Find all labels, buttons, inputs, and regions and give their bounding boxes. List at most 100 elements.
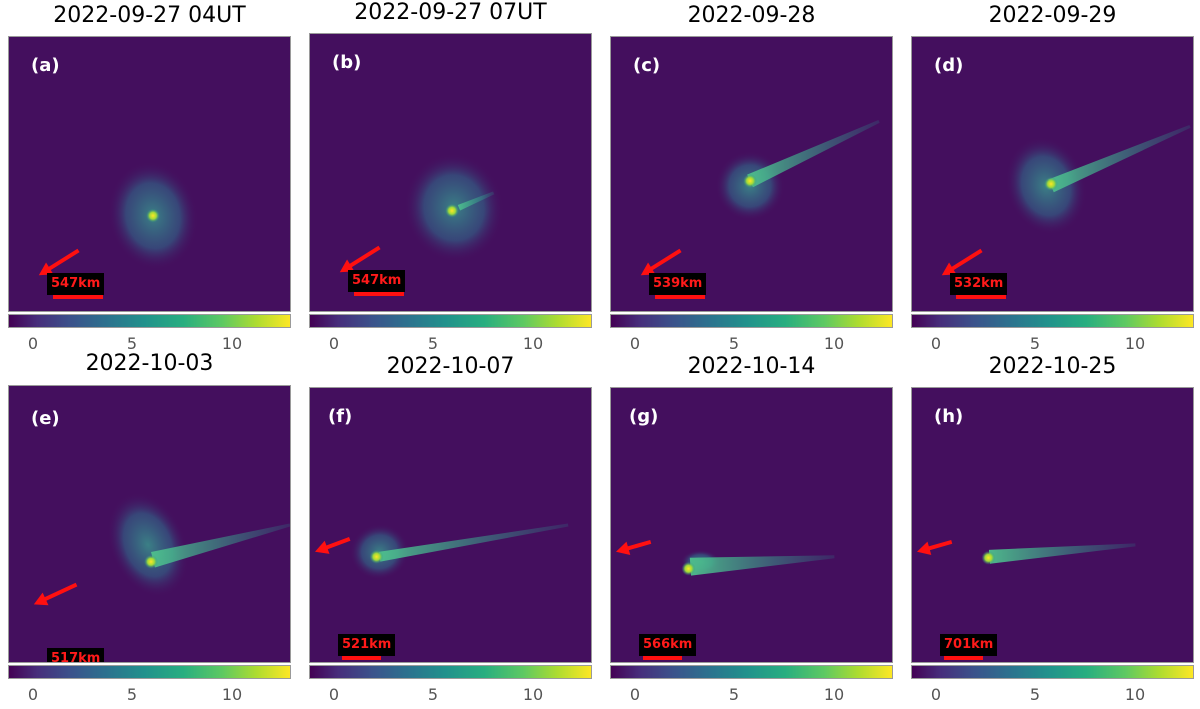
comet-tail — [1048, 124, 1191, 193]
direction-arrow-icon — [916, 539, 953, 555]
comet-tail — [689, 555, 835, 576]
scale-label: 521km — [338, 634, 396, 656]
colorbar-tick-label: 0 — [930, 334, 942, 353]
colorbar — [309, 665, 592, 679]
comet-tail — [378, 523, 569, 562]
scale-bar — [354, 292, 404, 296]
panel-date-title: 2022-10-25 — [988, 354, 1117, 379]
colorbar-tick-label: 5 — [728, 334, 740, 353]
comet-image: (d) 532km — [911, 36, 1194, 312]
colorbar-tick-label: 5 — [728, 685, 740, 704]
panel-letter-label: (f) — [328, 406, 353, 427]
comet-nucleus — [144, 554, 158, 569]
panel-date-title: 2022-10-07 — [386, 354, 515, 379]
colorbar-tick-label: 5 — [1029, 334, 1041, 353]
panel-letter-label: (b) — [332, 52, 362, 73]
direction-arrow-icon — [33, 582, 78, 606]
scale-label: 532km — [950, 273, 1008, 295]
colorbar-tick-label: 0 — [930, 685, 942, 704]
panel-date-title: 2022-09-27 04UT — [53, 3, 246, 28]
comet-nucleus — [369, 549, 384, 564]
comet-image-svg — [339, 153, 504, 273]
comet-nucleus — [981, 550, 996, 565]
comet-image: (g) 566km — [610, 387, 893, 663]
scale-bar — [342, 656, 381, 660]
panel-date-title: 2022-09-29 — [988, 3, 1117, 28]
colorbar-tick-label: 5 — [126, 685, 138, 704]
scale-label: 547km — [47, 273, 105, 295]
comet-image-svg — [615, 539, 835, 576]
panel-e: 2022-10-03 (e) 517km 0 5 10 — [8, 351, 291, 704]
comet-nucleus — [1044, 176, 1058, 191]
comet-image-svg — [314, 523, 569, 580]
scale-bar — [643, 656, 682, 660]
colorbar — [309, 314, 592, 328]
panel-b: 2022-09-27 07UT (b) 547km 0 5 10 — [309, 0, 592, 353]
colorbar-tick-label: 10 — [1124, 334, 1146, 353]
comet-image: (h) 701km — [911, 387, 1194, 663]
comet-image-svg — [33, 492, 290, 606]
scale-label: 539km — [649, 273, 707, 295]
comet-tail — [747, 120, 880, 188]
direction-arrow-icon — [941, 248, 983, 276]
colorbar-tick-label: 0 — [328, 685, 340, 704]
colorbar-tick-label: 10 — [221, 685, 243, 704]
colorbar-tick-label: 10 — [823, 685, 845, 704]
colorbar-tick-label: 10 — [1124, 685, 1146, 704]
comet-nucleus — [743, 174, 757, 188]
panel-d: 2022-09-29 (d) 532km 0 5 10 — [911, 0, 1194, 353]
colorbar — [8, 314, 291, 328]
panel-letter-label: (g) — [629, 406, 659, 427]
panel-date-title: 2022-09-27 07UT — [354, 0, 547, 25]
comet-nucleus — [445, 203, 459, 218]
comet-tail — [151, 523, 290, 568]
comet-image: (f) 521km — [309, 387, 592, 663]
panel-a: 2022-09-27 04UT (a) 547km 0 5 10 — [8, 0, 291, 353]
panel-g: 2022-10-14 (g) 566km 0 5 10 — [610, 351, 893, 704]
comet-image-svg — [916, 539, 1136, 565]
scale-bar — [956, 295, 1006, 299]
comet-image-svg — [941, 124, 1191, 276]
panel-h: 2022-10-25 (h) 701km 0 5 10 — [911, 351, 1194, 704]
panel-letter-label: (a) — [31, 55, 60, 76]
direction-arrow-icon — [615, 539, 652, 555]
colorbar-tick-label: 5 — [126, 334, 138, 353]
panel-letter-label: (d) — [934, 55, 964, 76]
direction-arrow-icon — [314, 537, 351, 554]
scale-label: 547km — [348, 270, 406, 292]
panel-letter-label: (c) — [633, 55, 661, 76]
scale-bar — [655, 295, 705, 299]
comet-image: (c) 539km — [610, 36, 893, 312]
panel-letter-label: (h) — [934, 406, 964, 427]
comet-image: (a) 547km — [8, 36, 291, 312]
colorbar — [610, 665, 893, 679]
colorbar-tick-label: 0 — [27, 685, 39, 704]
comet-nucleus — [681, 561, 696, 576]
comet-tail — [988, 543, 1136, 564]
comet-image-svg — [38, 161, 199, 276]
scale-label: 517km — [47, 648, 105, 662]
colorbar-tick-label: 0 — [629, 685, 641, 704]
colorbar-tick-label: 5 — [427, 334, 439, 353]
comet-image: (b) 547km — [309, 33, 592, 312]
panel-letter-label: (e) — [31, 408, 60, 429]
colorbar-tick-label: 0 — [629, 334, 641, 353]
colorbar — [911, 665, 1194, 679]
colorbar-tick-label: 0 — [328, 334, 340, 353]
comet-image-svg — [640, 120, 880, 276]
colorbar-tick-label: 5 — [427, 685, 439, 704]
panel-date-title: 2022-10-14 — [687, 354, 816, 379]
panel-c: 2022-09-28 (c) 539km 0 5 10 — [610, 0, 893, 353]
colorbar-tick-label: 10 — [221, 334, 243, 353]
comet-nucleus — [146, 208, 160, 223]
panel-f: 2022-10-07 (f) 521km 0 5 10 — [309, 351, 592, 704]
comet-tail — [457, 191, 495, 211]
comet-image: (e) 517km — [8, 385, 291, 663]
colorbar-tick-label: 10 — [522, 334, 544, 353]
panel-date-title: 2022-09-28 — [687, 3, 816, 28]
colorbar — [8, 665, 291, 679]
direction-arrow-icon — [38, 248, 80, 276]
colorbar-tick-label: 10 — [522, 685, 544, 704]
colorbar-tick-label: 5 — [1029, 685, 1041, 704]
scale-label: 566km — [639, 634, 697, 656]
